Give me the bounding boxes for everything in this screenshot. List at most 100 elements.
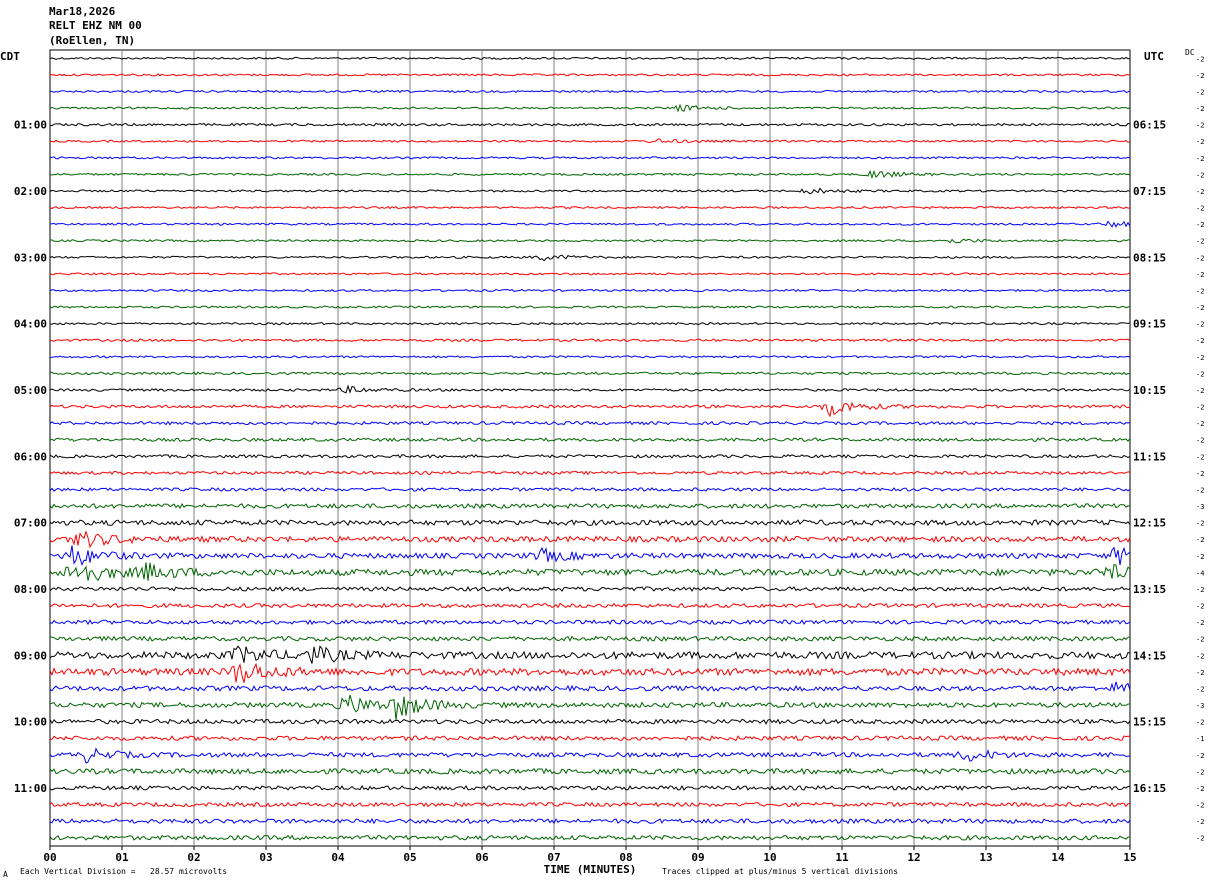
left-timezone-label: CDT <box>0 50 20 63</box>
labels-layer: 00 01 02 03 04 05 06 07 08 09 10 11 12 13 14 15 TIME (MI… <box>14 55 1205 876</box>
left-hour-label: 07:00 <box>14 517 47 530</box>
trace-row <box>49 470 1131 476</box>
dc-offset-label: -2 <box>1196 221 1204 229</box>
plot-frame <box>49 49 1131 847</box>
dc-offset-label: -2 <box>1196 404 1204 412</box>
trace-row <box>49 586 1131 592</box>
right-hour-label: 09:15 <box>1133 318 1166 331</box>
dc-offset-label: -2 <box>1196 818 1204 826</box>
dc-offset-label: -2 <box>1196 155 1204 163</box>
x-tick-label: 04 <box>331 851 345 864</box>
right-hour-label: 06:15 <box>1133 119 1166 132</box>
dc-offset-label: -2 <box>1196 205 1204 213</box>
dc-offset-label: -4 <box>1196 569 1204 577</box>
right-hour-label: 15:15 <box>1133 716 1166 729</box>
dc-offset-label: -2 <box>1196 669 1204 677</box>
dc-offset-label: -2 <box>1196 437 1204 445</box>
left-hour-label: 10:00 <box>14 716 47 729</box>
left-hour-label: 04:00 <box>14 318 47 331</box>
x-tick-label: 15 <box>1123 851 1136 864</box>
trace-row <box>49 205 1130 210</box>
trace-row <box>49 122 1131 127</box>
dc-offset-label: -2 <box>1196 486 1204 494</box>
trace-row <box>49 169 1131 180</box>
trace-row <box>49 487 1131 492</box>
x-tick-label: 00 <box>43 851 56 864</box>
trace-row <box>49 156 1131 160</box>
trace-row <box>49 834 1131 841</box>
trace-row <box>49 694 1131 720</box>
trace-row <box>49 187 1131 195</box>
dc-offset-label: -2 <box>1196 304 1204 312</box>
trace-row <box>49 767 1131 776</box>
trace-row <box>49 103 1131 113</box>
traces-layer <box>49 56 1131 841</box>
dc-offset-label: -2 <box>1196 72 1204 80</box>
left-hour-label: 03:00 <box>14 251 47 264</box>
trace-row <box>49 288 1131 293</box>
clip-note: Traces clipped at plus/minus 5 vertical … <box>662 867 899 876</box>
dc-offset-label: -2 <box>1196 453 1204 461</box>
dc-offset-label: -2 <box>1196 354 1204 362</box>
dc-offset-label: -2 <box>1196 420 1204 428</box>
left-hour-label: 01:00 <box>14 119 47 132</box>
left-hour-label: 06:00 <box>14 450 47 463</box>
trace-row <box>49 502 1131 510</box>
trace-row <box>49 89 1131 94</box>
trace-row <box>49 220 1131 228</box>
dc-offset-label: -2 <box>1196 752 1204 760</box>
dc-offset-label: -2 <box>1196 55 1204 63</box>
trace-row <box>49 238 1131 244</box>
trace-row <box>49 56 1131 60</box>
dc-header-label: DC <box>1185 48 1195 57</box>
right-hour-label: 11:15 <box>1133 450 1166 463</box>
right-hour-label: 16:15 <box>1133 782 1166 795</box>
corner-mark: A <box>3 870 8 879</box>
left-hour-label: 11:00 <box>14 782 47 795</box>
dc-offset-label: -2 <box>1196 370 1204 378</box>
dc-offset-label: -2 <box>1196 171 1204 179</box>
x-tick-label: 09 <box>691 851 704 864</box>
dc-offset-label: -2 <box>1196 553 1204 561</box>
x-axis-label: TIME (MINUTES) <box>544 863 637 876</box>
dc-offset-label: -2 <box>1196 188 1204 196</box>
dc-offset-label: -3 <box>1196 702 1204 710</box>
trace-row <box>49 401 1131 418</box>
right-hour-label: 12:15 <box>1133 517 1166 530</box>
trace-row <box>49 305 1131 309</box>
x-tick-label: 14 <box>1051 851 1065 864</box>
dc-offset-label: -2 <box>1196 636 1204 644</box>
trace-row <box>49 645 1131 664</box>
dc-offset-label: -2 <box>1196 536 1204 544</box>
x-tick-label: 01 <box>115 851 129 864</box>
right-hour-label: 08:15 <box>1133 251 1166 264</box>
dc-offset-label: -2 <box>1196 238 1204 246</box>
trace-row <box>49 73 1131 77</box>
trace-row <box>49 371 1131 376</box>
trace-row <box>49 518 1131 527</box>
trace-row <box>49 718 1131 725</box>
dc-offset-label: -2 <box>1196 586 1204 594</box>
dc-offset-label: -2 <box>1196 337 1204 345</box>
x-tick-label: 12 <box>907 851 920 864</box>
location-label: (RoEllen, TN) <box>49 34 136 47</box>
left-hour-label: 09:00 <box>14 649 47 662</box>
dc-offset-label: -3 <box>1196 503 1204 511</box>
dc-offset-label: -2 <box>1196 785 1204 793</box>
left-hour-label: 08:00 <box>14 583 47 596</box>
trace-row <box>49 818 1131 825</box>
dc-offset-label: -2 <box>1196 470 1204 478</box>
right-timezone-label: UTC <box>1144 50 1164 63</box>
trace-row <box>49 254 1131 262</box>
trace-row <box>49 619 1131 626</box>
x-tick-label: 13 <box>979 851 992 864</box>
trace-row <box>49 530 1131 549</box>
trace-row <box>49 635 1131 642</box>
left-hour-label: 05:00 <box>14 384 47 397</box>
dc-offset-label: -2 <box>1196 321 1204 329</box>
trace-row <box>49 801 1131 808</box>
trace-row <box>49 272 1131 276</box>
x-tick-label: 05 <box>403 851 416 864</box>
scale-note: Each Vertical Division = 28.57 microvolt… <box>20 867 228 876</box>
